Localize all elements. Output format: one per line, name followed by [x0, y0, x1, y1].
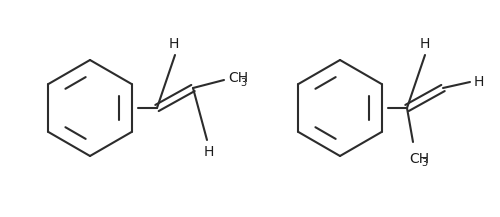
Text: H: H	[169, 37, 179, 51]
Text: CH: CH	[409, 152, 429, 166]
Text: H: H	[204, 145, 214, 159]
Text: 3: 3	[422, 158, 428, 168]
Text: H: H	[420, 37, 430, 51]
Text: H: H	[474, 75, 484, 89]
Text: CH: CH	[228, 71, 248, 85]
Text: 3: 3	[240, 79, 246, 89]
